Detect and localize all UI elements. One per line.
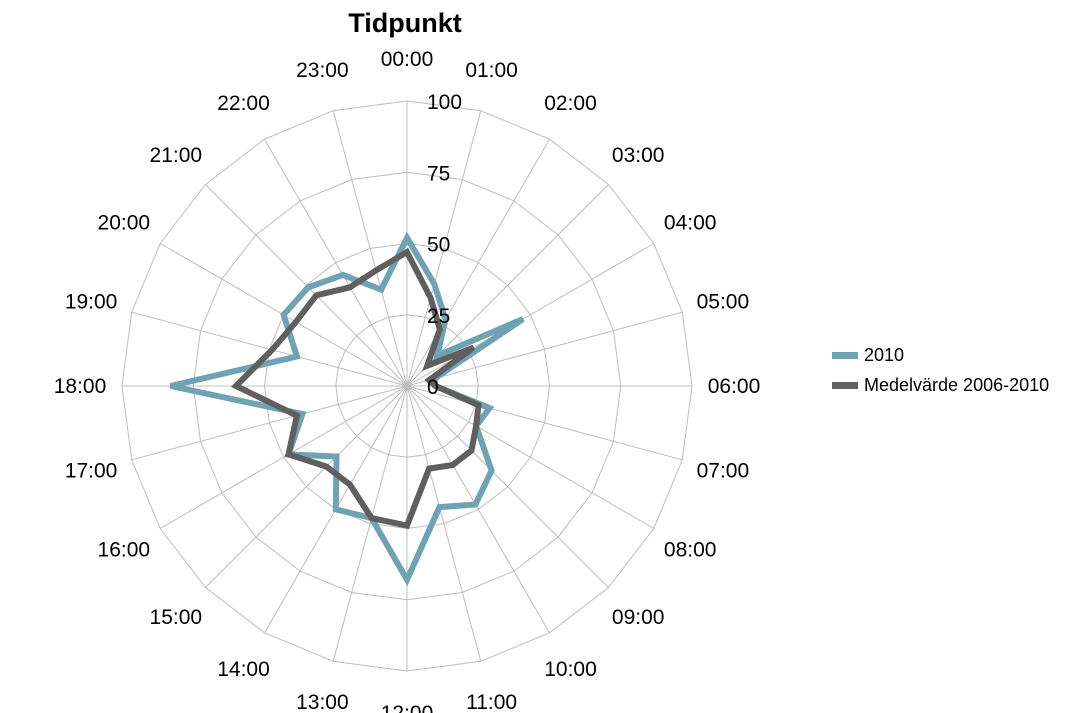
legend: 2010 Medelvärde 2006-2010: [832, 340, 1049, 400]
category-label-05:00: 05:00: [697, 290, 750, 313]
category-label-18:00: 18:00: [54, 375, 107, 398]
tick-label-0: 0: [427, 376, 439, 399]
spoke-07:00: [406, 385, 683, 461]
radar-chart: 0 25 50 75 100 00:00 01:00 02:00 03:00 04:00 05:0…: [54, 48, 761, 713]
chart-title: Tidpunkt: [348, 8, 462, 38]
category-label-00:00: 00:00: [381, 48, 434, 71]
spoke-17:00: [131, 385, 408, 461]
category-label-10:00: 10:00: [544, 658, 597, 681]
spoke-10:00: [406, 385, 550, 634]
category-label-02:00: 02:00: [544, 92, 597, 115]
category-label-17:00: 17:00: [65, 460, 118, 483]
category-label-23:00: 23:00: [296, 59, 349, 82]
spoke-01:00: [406, 110, 482, 387]
series-line-2010: [169, 231, 525, 587]
category-label-12:00: 12:00: [381, 702, 434, 713]
spoke-05:00: [406, 311, 683, 387]
legend-item-2010: 2010: [832, 340, 1049, 370]
category-label-14:00: 14:00: [217, 658, 270, 681]
category-label-22:00: 22:00: [217, 92, 270, 115]
radial-tick-labels: 0 25 50 75 100: [427, 91, 462, 399]
category-label-08:00: 08:00: [664, 539, 717, 562]
spoke-02:00: [406, 138, 550, 387]
category-label-13:00: 13:00: [296, 691, 349, 713]
legend-label-medelvarde: Medelvärde 2006-2010: [864, 374, 1050, 395]
category-label-03:00: 03:00: [612, 144, 665, 167]
spoke-22:00: [264, 138, 408, 387]
legend-swatch-2010: [832, 351, 858, 359]
legend-label-2010: 2010: [864, 344, 905, 365]
category-label-01:00: 01:00: [465, 59, 518, 82]
category-label-20:00: 20:00: [98, 212, 151, 235]
series-layer: [169, 231, 525, 587]
spoke-09:00: [406, 385, 609, 588]
category-label-09:00: 09:00: [612, 606, 665, 629]
spoke-15:00: [205, 385, 408, 588]
category-label-21:00: 21:00: [150, 144, 203, 167]
spoke-13:00: [332, 385, 408, 662]
tick-label-25: 25: [427, 305, 450, 328]
legend-swatch-medelvarde: [832, 381, 858, 389]
legend-item-medelvarde: Medelvärde 2006-2010: [832, 370, 1049, 400]
category-label-15:00: 15:00: [150, 606, 203, 629]
spoke-16:00: [159, 385, 408, 529]
category-label-16:00: 16:00: [98, 539, 151, 562]
category-label-11:00: 11:00: [466, 691, 517, 713]
category-label-04:00: 04:00: [664, 212, 717, 235]
spoke-11:00: [406, 385, 482, 662]
spoke-23:00: [332, 110, 408, 387]
spoke-04:00: [406, 243, 655, 387]
spoke-08:00: [406, 385, 655, 529]
series-line-medelvarde: [230, 247, 482, 530]
category-labels: 00:00 01:00 02:00 03:00 04:00 05:00 06:00 07:00…: [54, 48, 761, 713]
tick-label-100: 100: [427, 91, 462, 114]
category-label-07:00: 07:00: [697, 460, 750, 483]
radar-spokes: [122, 101, 692, 671]
tick-label-75: 75: [427, 162, 450, 185]
tick-label-50: 50: [427, 234, 450, 257]
category-label-06:00: 06:00: [708, 375, 761, 398]
category-label-19:00: 19:00: [65, 290, 118, 313]
